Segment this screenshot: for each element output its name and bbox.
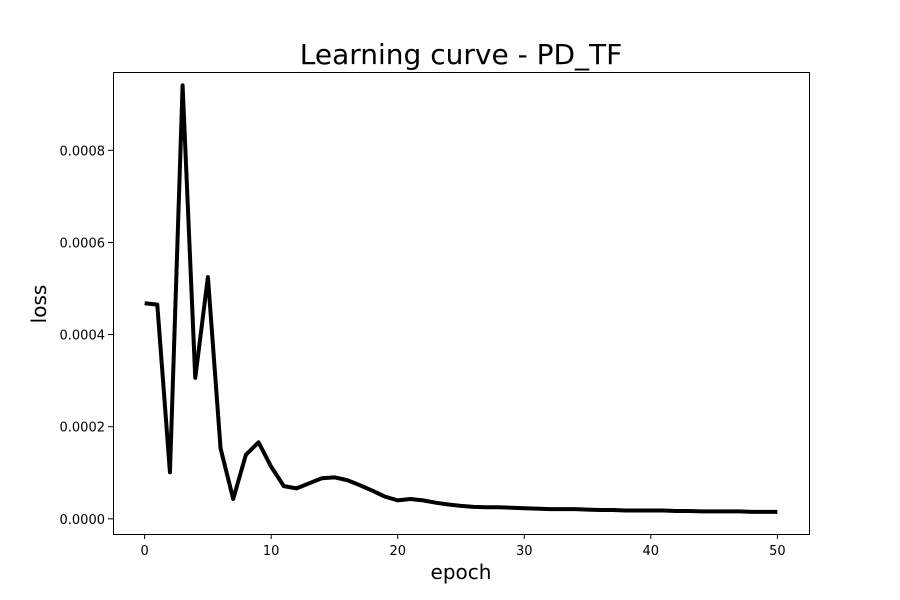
x-tick-label: 50 — [769, 544, 786, 559]
y-axis-label: loss — [27, 285, 51, 324]
y-tick-label: 0.0006 — [60, 236, 106, 251]
x-tick-label: 30 — [516, 544, 533, 559]
y-tick-label: 0.0002 — [60, 421, 106, 436]
x-tick-label: 20 — [389, 544, 406, 559]
x-tick-label: 40 — [643, 544, 660, 559]
x-tick-label: 10 — [263, 544, 280, 559]
chart-title: Learning curve - PD_TF — [300, 38, 622, 71]
y-tick-label: 0.0004 — [60, 329, 106, 344]
y-tick-label: 0.0000 — [60, 513, 106, 528]
x-axis-label: epoch — [431, 560, 492, 584]
plot-series — [144, 83, 778, 514]
plot-frame — [113, 72, 810, 535]
loss-series-line — [144, 83, 778, 514]
x-tick-label: 0 — [140, 544, 148, 559]
y-axis: 0.0000 0.0002 0.0004 0.0006 0.0008 — [60, 144, 113, 528]
x-axis: 0 10 20 30 40 50 — [140, 534, 786, 559]
y-tick-label: 0.0008 — [60, 144, 106, 159]
